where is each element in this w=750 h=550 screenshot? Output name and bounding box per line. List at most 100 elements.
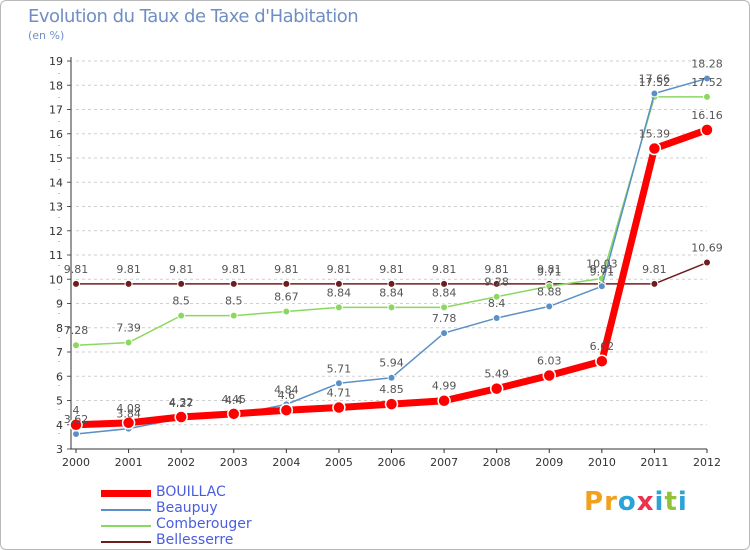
data-label-bouillac: 6.62 [590,340,615,353]
x-tick-label: 2004 [272,456,300,469]
x-tick-label: 2011 [640,456,668,469]
point-bouillac [489,381,504,396]
data-label-comberouger: 8.5 [172,295,190,308]
y-tick-label: 17 [49,104,63,117]
x-tick-label: 2005 [325,456,353,469]
data-label-bellesserre: 9.81 [274,263,299,276]
data-label-beaupuy: 3.62 [64,413,89,426]
point-bouillac [279,403,294,417]
point-bellesserre [492,279,501,288]
point-comberouger [440,303,449,312]
x-tick-label: 2007 [430,456,458,469]
y-tick-label: 8 [56,322,63,335]
x-tick-label: 2001 [115,456,143,469]
x-tick-label: 2002 [167,456,195,469]
data-label-comberouger: 9.71 [537,265,562,278]
data-label-beaupuy: 4.4 [225,394,243,407]
point-bellesserre [229,279,238,288]
data-label-comberouger: 8.84 [432,286,457,299]
point-bellesserre [177,279,186,288]
y-tick-label: 12 [49,225,63,238]
legend-label: Beaupuy [156,500,218,516]
point-beaupuy [492,314,501,323]
data-label-beaupuy: 9.71 [590,265,615,278]
data-label-bellesserre: 9.81 [590,263,615,276]
point-bouillac [700,123,714,137]
data-label-bouillac: 4.45 [222,393,247,406]
x-tick-label: 2012 [693,456,721,469]
point-bouillac [121,416,136,430]
point-beaupuy [334,379,343,388]
data-label-comberouger: 17.52 [639,76,671,89]
point-comberouger [334,303,343,312]
legend-label: Comberouger [156,516,252,532]
x-tick-label: 2003 [220,456,248,469]
point-comberouger [229,311,238,320]
point-bouillac [437,393,451,408]
point-comberouger [492,292,501,301]
point-comberouger [545,282,554,291]
proxiti-logo: Proxiti [584,487,688,517]
point-bouillac [595,354,609,368]
point-bellesserre [440,279,449,288]
data-label-beaupuy: 8.88 [537,285,562,298]
data-label-comberouger: 7.39 [116,322,141,335]
legend-swatch [101,490,151,497]
y-tick-label: 11 [49,249,63,262]
point-bellesserre [282,279,291,288]
data-label-beaupuy: 5.94 [379,357,404,370]
brand-letter: i [654,487,665,517]
data-label-bouillac: 4.08 [116,402,141,415]
data-label-beaupuy: 3.84 [116,408,141,421]
y-tick-label: 13 [49,201,63,214]
y-tick-label: 19 [49,55,63,68]
point-bellesserre [334,279,343,288]
point-beaupuy [387,373,396,382]
point-bellesserre [124,279,133,288]
data-label-bouillac: 4.71 [327,387,352,400]
data-label-bellesserre: 9.81 [642,263,667,276]
brand-letter: i [677,487,688,517]
chart-title: Evolution du Taux de Taxe d'Habitation [28,6,359,27]
y-tick-label: 5 [56,395,63,408]
data-label-beaupuy: 4.84 [274,383,299,396]
data-label-comberouger: 10.03 [586,258,618,271]
data-label-beaupuy: 18.28 [691,57,723,70]
y-tick-label: 14 [49,176,63,189]
y-unit-label: (en %) [28,29,65,42]
point-comberouger [387,303,396,312]
data-label-bouillac: 4.32 [169,396,194,409]
data-label-bellesserre: 9.81 [222,263,247,276]
legend-label: BOUILLAC [156,484,226,500]
y-tick-label: 9 [56,298,63,311]
point-bouillac [332,400,346,415]
data-label-bouillac: 5.49 [484,368,509,381]
y-tick-label: 10 [49,273,63,286]
data-label-comberouger: 8.67 [274,291,299,304]
y-tick-label: 6 [56,370,63,383]
series-layer [69,74,714,438]
point-bouillac [384,397,399,411]
y-tick-label: 18 [49,79,63,92]
data-label-beaupuy: 5.71 [327,362,352,375]
brand-letter: x [636,487,655,517]
point-bouillac [542,368,556,383]
x-tick-label: 2008 [483,456,511,469]
data-label-beaupuy: 4.27 [169,397,194,410]
point-bellesserre [387,279,396,288]
x-tick-label: 2006 [378,456,406,469]
data-label-bellesserre: 9.81 [432,263,457,276]
data-label-bouillac: 4 [73,404,80,417]
data-label-bellesserre: 10.69 [691,242,723,255]
point-bellesserre [650,279,659,288]
point-beaupuy [703,74,711,83]
data-label-bouillac: 16.16 [691,109,723,122]
point-bouillac [647,141,662,156]
data-label-comberouger: 8.84 [379,286,404,299]
data-label-bellesserre: 9.81 [169,263,194,276]
point-beaupuy [650,89,659,98]
data-label-comberouger: 9.28 [484,276,509,289]
